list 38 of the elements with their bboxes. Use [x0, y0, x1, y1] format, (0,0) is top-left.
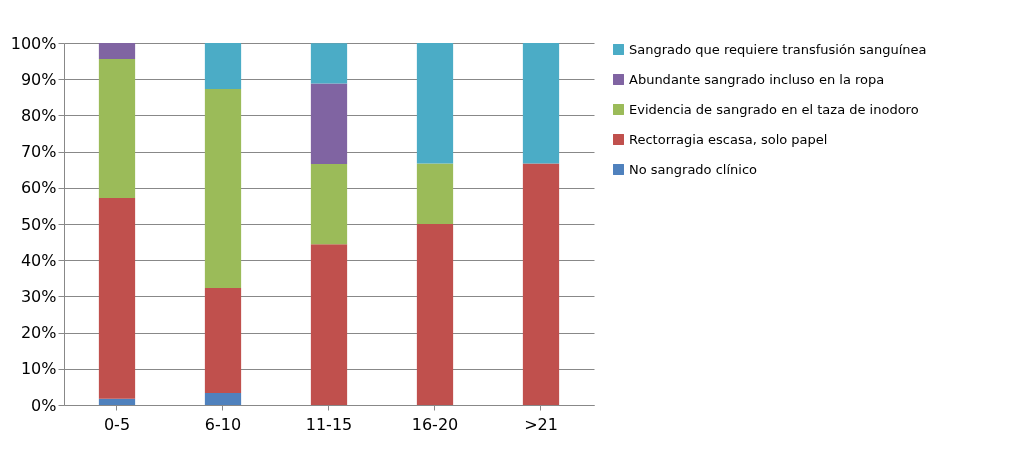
bar — [98, 197, 136, 399]
legend-label: Sangrado que requiere transfusión sanguínea — [629, 41, 927, 57]
y-tick-label: 20% — [20, 323, 57, 343]
bar — [204, 288, 242, 394]
bar — [310, 83, 348, 164]
legend-label: Evidencia de sangrado en el taza de inodoro — [629, 101, 919, 117]
legend-label: No sangrado clínico — [629, 161, 758, 177]
y-tick-label: 80% — [20, 105, 57, 125]
bar — [416, 43, 454, 164]
bar — [310, 43, 348, 84]
x-tick-label: 16-20 — [411, 414, 459, 434]
bar — [204, 88, 242, 289]
y-tick-label: 40% — [20, 250, 57, 270]
y-tick-label: 10% — [20, 359, 57, 379]
bar — [310, 163, 348, 245]
bar — [416, 224, 454, 405]
bar — [310, 244, 348, 405]
bar — [522, 163, 560, 405]
y-tick-label: 30% — [20, 286, 57, 306]
bar — [204, 393, 242, 405]
y-tick-label: 50% — [20, 214, 57, 234]
legend-label: Rectorragia escasa, solo papel — [629, 131, 828, 147]
legend-label: Abundante sangrado incluso en la ropa — [629, 71, 885, 87]
y-tick-label: 0% — [31, 395, 57, 415]
y-tick-label: 70% — [20, 142, 57, 162]
x-tick-label: 6-10 — [204, 414, 242, 434]
y-tick-label: 100% — [10, 33, 57, 53]
x-tick-label: 11-15 — [305, 414, 353, 434]
bar — [98, 43, 136, 59]
y-tick-label: 60% — [20, 178, 57, 198]
x-tick-label: >21 — [524, 414, 558, 434]
bar — [98, 398, 136, 405]
x-tick-label: 0-5 — [103, 414, 131, 434]
bar — [204, 43, 242, 89]
bar — [416, 163, 454, 224]
bar — [98, 58, 136, 198]
y-tick-label: 90% — [20, 69, 57, 89]
bar — [522, 43, 560, 164]
